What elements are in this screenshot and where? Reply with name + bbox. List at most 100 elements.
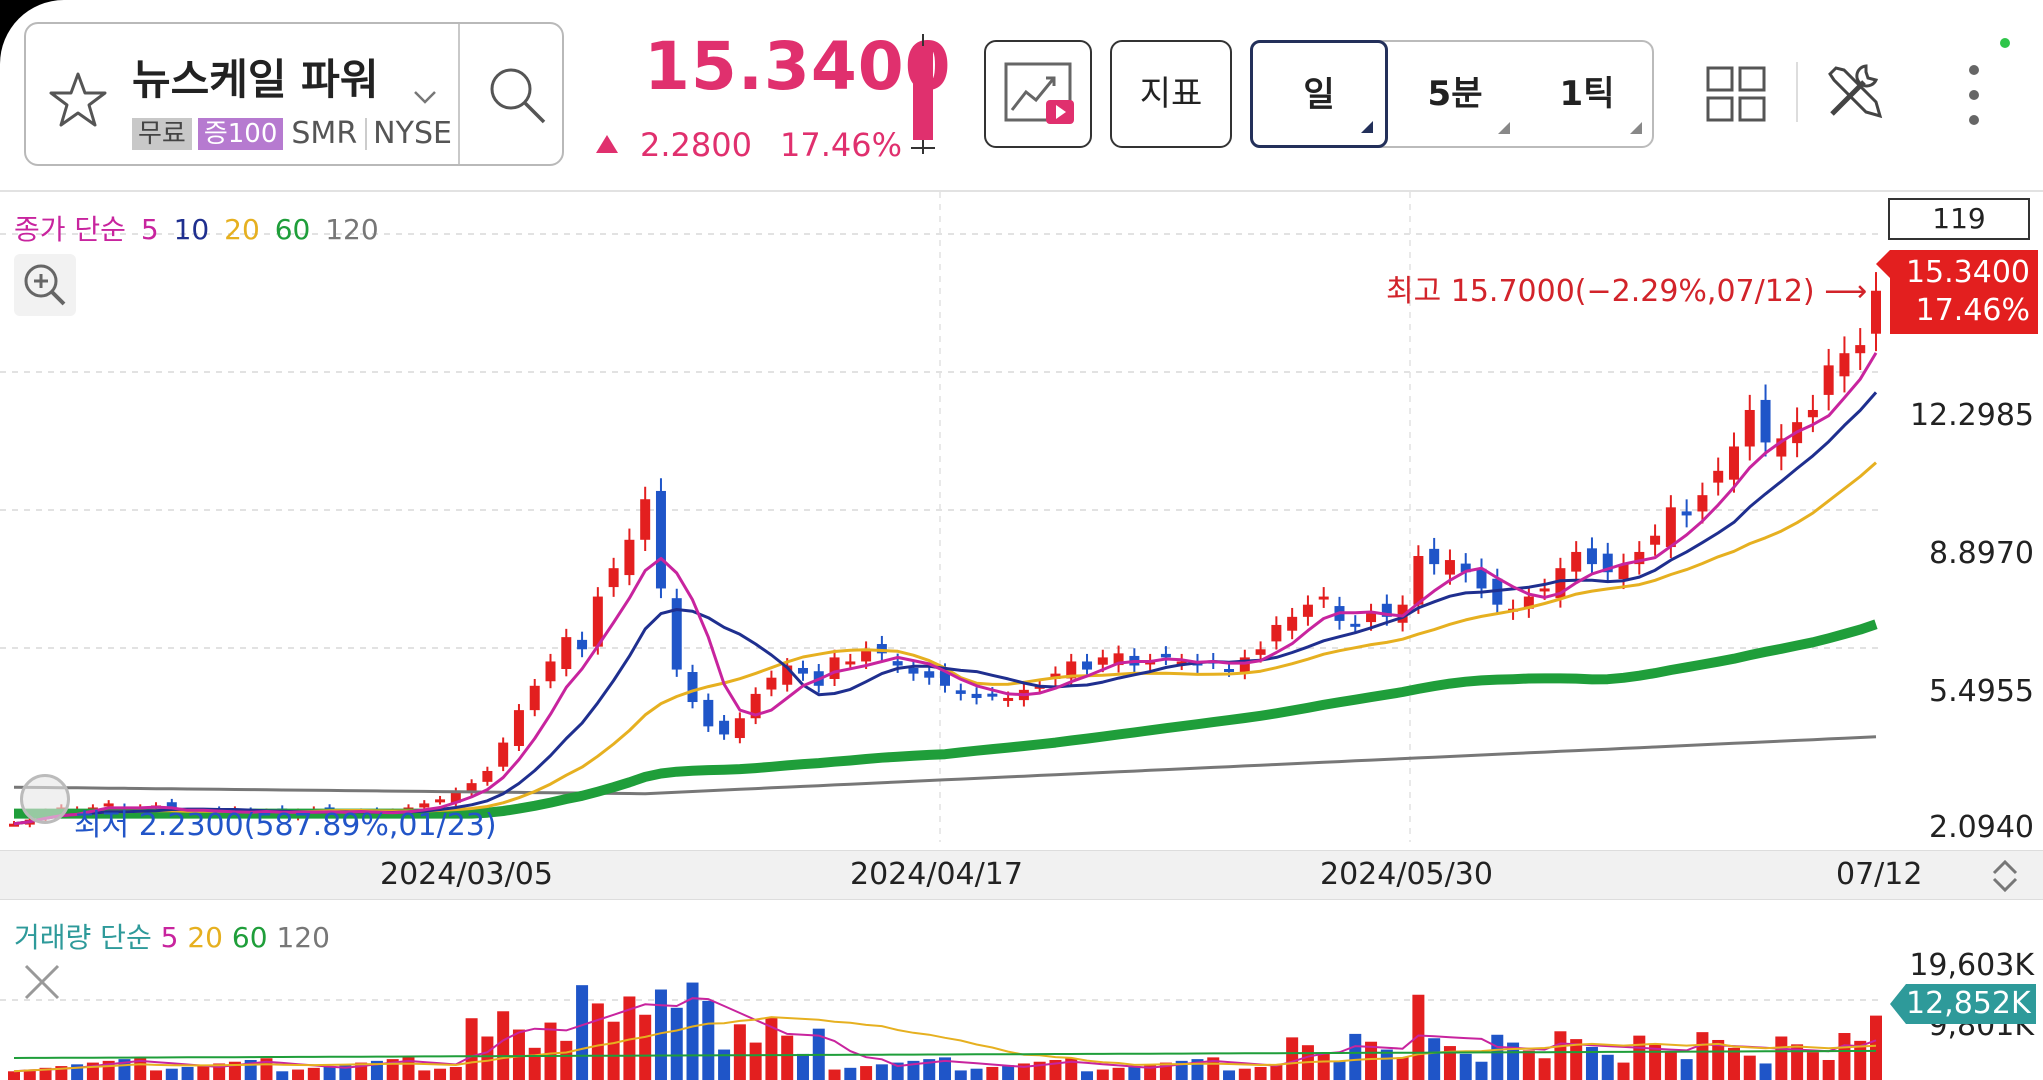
layout-grid-icon[interactable]: [1706, 66, 1766, 122]
volume-bar: [1238, 1068, 1251, 1080]
more-vertical-icon[interactable]: [1964, 62, 1984, 128]
volume-bar: [1806, 1052, 1819, 1080]
candle-body: [1760, 399, 1771, 443]
candle-body: [750, 693, 761, 719]
candle-body: [498, 742, 509, 767]
x-axis[interactable]: 2024/03/05 2024/04/17 2024/05/30 07/12: [0, 850, 2043, 900]
candle-body: [103, 803, 114, 807]
volume-bar: [1096, 1069, 1109, 1080]
volume-bar: [1475, 1061, 1488, 1080]
candle-body: [734, 718, 745, 739]
volume-chart[interactable]: [0, 900, 2043, 1080]
period-tick-label: 1틱: [1559, 74, 1615, 114]
volume-bar: [828, 1069, 841, 1080]
candle-body: [1429, 548, 1440, 565]
volume-ma-line: [13, 1016, 1877, 1073]
volume-bar: [591, 1003, 604, 1080]
candle-body: [1602, 553, 1613, 573]
candle-body: [450, 791, 461, 803]
candle-body: [1255, 649, 1266, 655]
star-icon[interactable]: [46, 68, 110, 132]
volume-bar: [1286, 1037, 1299, 1080]
volume-bar: [939, 1057, 951, 1080]
search-button[interactable]: [462, 24, 564, 164]
candle-body: [577, 639, 588, 650]
volume-bar: [292, 1069, 305, 1080]
candle-body: [861, 649, 872, 662]
candle-body: [1397, 604, 1408, 623]
period-tick[interactable]: 1틱: [1520, 42, 1654, 146]
candle-count-box[interactable]: 119: [1888, 198, 2030, 240]
volume-bar: [1317, 1053, 1330, 1080]
tag-ticker: SMR: [291, 118, 358, 151]
current-price-pct: 17.46%: [1915, 293, 2030, 328]
reset-view-button[interactable]: [20, 774, 70, 824]
volume-bar: [307, 1067, 320, 1080]
volume-bar: [1759, 1063, 1772, 1080]
zoom-button[interactable]: [14, 254, 76, 316]
period-5min[interactable]: 5분: [1388, 42, 1522, 146]
volume-bar: [1696, 1032, 1709, 1080]
current-price: 15.3400: [644, 28, 952, 105]
chart-video-button[interactable]: [984, 40, 1092, 148]
volume-bar: [197, 1065, 210, 1080]
volume-bar: [781, 1035, 794, 1080]
period-day[interactable]: 일: [1250, 40, 1388, 148]
stock-name[interactable]: 뉴스케일 파워: [132, 55, 379, 104]
divider: [458, 24, 460, 164]
volume-bar: [1396, 1057, 1409, 1080]
candle-body: [655, 490, 666, 589]
volume-bar: [165, 1068, 178, 1080]
volume-bar: [844, 1067, 857, 1080]
y-tick-label: 2.0940: [1929, 810, 2034, 845]
volume-bar: [1349, 1033, 1362, 1080]
volume-bar: [1443, 1046, 1456, 1080]
legend-ma5: 5: [140, 213, 159, 246]
min-price-annotation: 최저 2.2300(587.89%,01/23): [74, 808, 497, 843]
stock-tags: 무료 증100 SMR NYSE: [132, 118, 482, 158]
stock-selector[interactable]: 뉴스케일 파워 무료 증100 SMR NYSE: [24, 22, 564, 166]
volume-bar: [1081, 1071, 1094, 1080]
close-icon[interactable]: [22, 962, 62, 1002]
candle-body: [1618, 564, 1629, 580]
candle-body: [1586, 548, 1597, 565]
period-selector: 일 5분 1틱: [1250, 40, 1654, 148]
volume-bar: [1002, 1065, 1015, 1080]
indicator-button[interactable]: 지표: [1110, 40, 1232, 148]
x-tick-label: 2024/04/17: [850, 857, 1023, 892]
volume-bar: [434, 1068, 447, 1080]
legend-volume-title: 거래량 단순: [14, 921, 152, 954]
volume-bar: [150, 1070, 163, 1080]
chevron-down-icon[interactable]: [412, 84, 438, 110]
ma-line-5: [13, 352, 1878, 826]
volume-bar: [1270, 1065, 1283, 1080]
volume-bar: [1380, 1049, 1393, 1080]
tag-free: 무료: [132, 118, 192, 150]
volume-bar: [639, 1014, 652, 1080]
candle-body: [1160, 653, 1171, 658]
volume-bar: [686, 982, 699, 1080]
candle-body: [529, 685, 540, 711]
candle-body: [703, 699, 714, 727]
volume-tick-label: 19,603K: [1909, 948, 2034, 983]
scroll-arrows-icon[interactable]: [1990, 859, 2020, 893]
volume-bar: [654, 989, 667, 1080]
candle-body: [640, 499, 651, 540]
volume-bar: [1838, 1033, 1851, 1080]
candle-body: [1476, 568, 1487, 589]
candle-body: [561, 637, 572, 670]
candle-body: [419, 803, 430, 808]
tag-margin: 증100: [197, 118, 284, 150]
status-dot: [2000, 38, 2010, 48]
candle-body: [829, 657, 840, 679]
volume-bar: [733, 1024, 746, 1080]
candle-body: [1555, 568, 1566, 599]
volume-bar: [796, 1053, 809, 1080]
x-tick-label: 2024/03/05: [380, 857, 553, 892]
volume-bar: [576, 985, 589, 1080]
volume-bar: [1570, 1039, 1583, 1080]
volume-bar: [560, 1040, 573, 1080]
candle-body: [1287, 616, 1298, 631]
tools-icon[interactable]: [1822, 60, 1884, 122]
